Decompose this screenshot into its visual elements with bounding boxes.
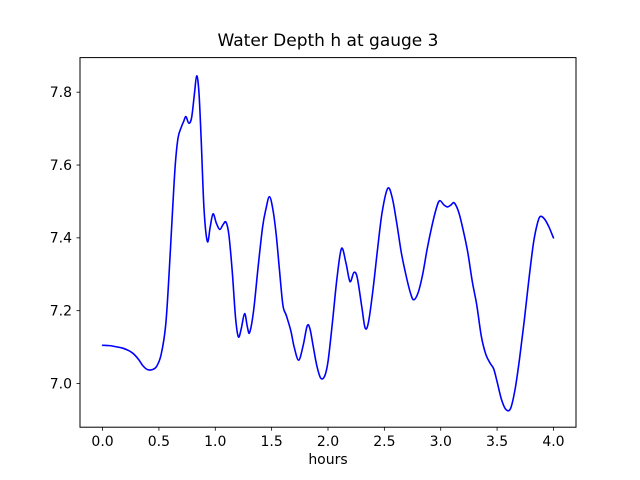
x-tick-label: 1.0 <box>204 434 226 450</box>
y-tick-label: 7.8 <box>50 85 72 101</box>
x-tick-label: 3.5 <box>486 434 508 450</box>
chart-title: Water Depth h at gauge 3 <box>217 31 439 51</box>
x-tick-label: 1.5 <box>261 434 283 450</box>
y-tick-label: 7.2 <box>50 303 72 319</box>
y-tick-label: 7.0 <box>50 376 72 392</box>
data-line <box>101 75 555 412</box>
plot-spines <box>79 57 577 428</box>
x-tick-label: 2.5 <box>373 434 395 450</box>
x-tick-label: 0.5 <box>148 434 170 450</box>
x-tick-label: 2.0 <box>317 434 339 450</box>
x-tick-label: 3.0 <box>430 434 452 450</box>
x-axis-label: hours <box>308 452 348 468</box>
y-tick-label: 7.4 <box>50 231 72 247</box>
y-tick-label: 7.6 <box>50 158 72 174</box>
x-tick-label: 4.0 <box>542 434 564 450</box>
x-tick-label: 0.0 <box>91 434 113 450</box>
